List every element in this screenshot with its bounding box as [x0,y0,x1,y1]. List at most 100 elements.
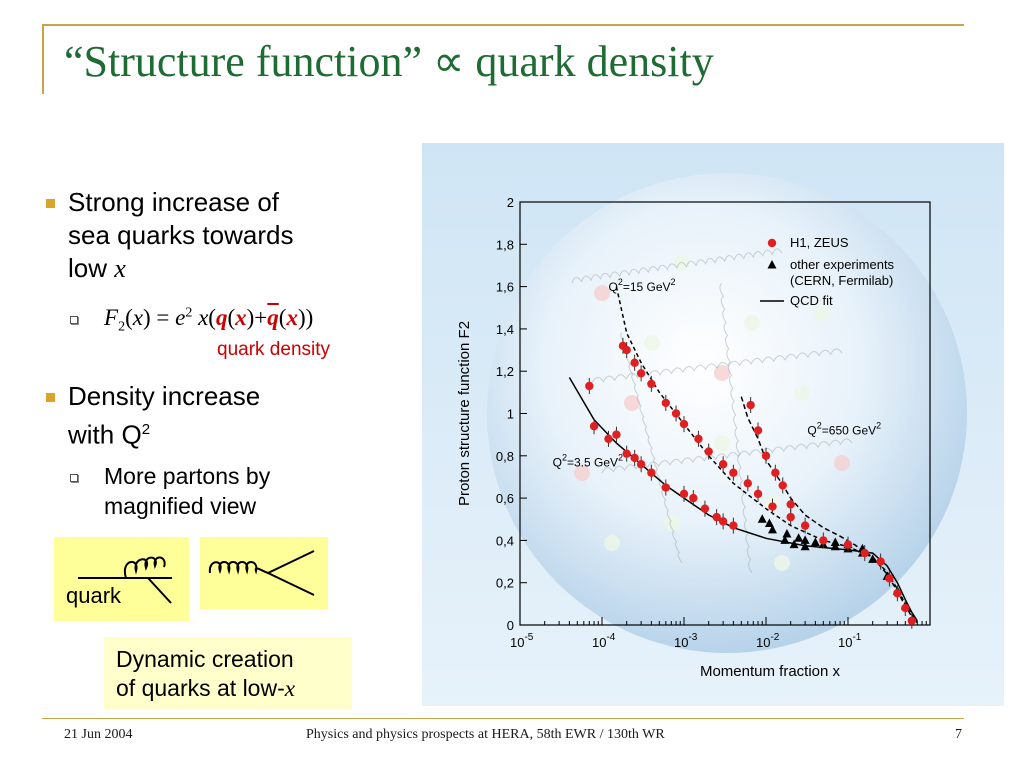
h1-zeus-point [729,468,738,477]
bullet-square-icon [46,393,55,402]
h1-zeus-point [800,521,810,530]
h1-zeus-point [661,483,671,492]
bullet-2-line-2: with Q2 [68,413,260,452]
bullet-2-text: Density increase with Q2 [68,380,260,452]
q2-annotation-label: Q2=15 GeV2 [608,277,675,294]
bullet-1-line-1: Strong increase of [68,187,280,217]
qcd-fit-curve [615,286,918,624]
legend-circle-marker [767,238,777,248]
h1-zeus-point [860,548,869,558]
callout-line-1: Dynamic creation [116,646,294,672]
sub-bullet-square-icon [70,316,78,324]
h1-zeus-point [712,512,721,522]
h1-zeus-point [885,574,894,583]
frame-left-rule [42,24,44,94]
parton-decoration [571,248,853,574]
h1-zeus-point [585,381,594,391]
h1-zeus-point [778,481,787,490]
x-tick-label: 10-5 [510,632,534,650]
h1-zeus-point [753,489,763,499]
parton-ball-decoration [744,315,760,331]
h1-zeus-point [622,345,631,355]
q2-annotation-label: Q2=650 GeV2 [807,421,881,438]
dynamic-creation-callout: Dynamic creation of quarks at low-x [104,637,352,709]
bullet-2-line-2-prefix: with Q [68,419,142,450]
h1-zeus-point [786,500,795,509]
h1-zeus-point [768,502,777,511]
other-experiment-point [830,537,840,547]
qcd-fit-curve [740,396,918,624]
parton-ball-decoration [594,285,610,301]
h1-zeus-point [636,369,646,378]
parton-ball-decoration [644,335,660,351]
proton-sphere-illustration [487,173,967,653]
legend-entry-label: QCD fit [790,293,833,308]
slide-title: “Structure function” ∝ quark density [64,37,714,86]
x-tick-label: 10-4 [592,632,616,650]
y-tick-label: 1,4 [496,322,514,337]
other-experiment-point [868,554,878,563]
bullet-2-line-1: Density increase [68,381,261,411]
h1-zeus-point [636,460,646,469]
quark-label: quark [66,583,122,608]
h1-zeus-point [689,493,698,503]
bullet-2-line-2-sup: 2 [141,421,151,438]
h1-zeus-point [647,379,656,389]
h1-zeus-point [671,409,681,418]
quark-gluon-emission-icon [78,556,172,604]
gluon-loop-decoration [571,248,783,284]
plot-legend: H1, ZEUS other experiments (CERN, Fermilab… [760,235,895,308]
y-axis-label: Proton structure function F2 [456,321,473,506]
frame-top-rule [42,24,964,26]
h1-zeus-point [612,430,621,439]
bullet-1-line-3-var: x [114,254,126,283]
parton-ball-decoration [714,365,730,381]
y-tick-label: 0,8 [496,449,514,464]
plot-axes: 0 0,2 0,4 0,6 0,8 1 1,2 1,4 1,6 1,8 2 10-5 10-4 10-3 1… [496,195,931,650]
gluon-splitting-icon [208,550,315,596]
data-points [585,337,917,629]
y-tick-label: 2 [507,195,514,210]
other-experiment-point [757,514,767,523]
y-tick-label: 1 [507,407,514,422]
gluon-loop-decoration [591,348,843,384]
structure-function-plot-panel: 0 0,2 0,4 0,6 0,8 1 1,2 1,4 1,6 1,8 2 10-5 10-4 10-3 1… [422,143,1004,706]
other-experiment-point [800,535,810,544]
other-experiment-point [782,529,792,538]
footer-page-number: 7 [955,727,962,742]
h1-zeus-point [622,449,631,458]
parton-ball-decoration [664,515,680,531]
plot-labels: Proton structure function F2 Momentum fra… [456,277,881,680]
h1-zeus-point [718,517,728,526]
h1-zeus-point [694,434,703,444]
other-experiment-point [764,518,774,527]
h1-zeus-point [679,419,689,429]
bullet-square-icon [46,199,55,208]
parton-ball-decoration [834,455,850,471]
y-tick-label: 1,2 [496,364,514,379]
parton-ball-decoration [604,535,620,551]
h1-zeus-point [746,400,755,410]
h1-zeus-point [661,398,671,408]
sub-bullet-2-line-1: More partons by [104,463,271,489]
y-tick-label: 0,2 [496,576,514,591]
h1-zeus-point [771,468,780,477]
h1-zeus-point [843,540,853,549]
structure-function-formula: F2(x) = e2 x(q(x)+q(x)) [104,305,314,335]
bullet-1-line-3: low x [68,252,293,285]
parton-ball-decoration [624,395,640,411]
bullet-1-text: Strong increase of sea quarks towards lo… [68,186,293,285]
h1-zeus-point [718,460,728,469]
sub-bullet-square-icon [70,474,78,482]
h1-zeus-point [647,468,656,477]
other-experiment-point [767,524,777,534]
h1-zeus-point [901,603,910,613]
parton-ball-decoration [714,435,730,451]
sub-bullet-2-line-2: magnified view [104,493,257,519]
h1-zeus-point [589,421,599,431]
footer-title: Physics and physics prospects at HERA, 5… [306,727,665,742]
y-tick-label: 0,6 [496,491,514,506]
gluon-loop-decoration [620,332,683,564]
y-tick-label: 1,8 [496,237,514,252]
gluon-loop-decoration [719,282,753,574]
